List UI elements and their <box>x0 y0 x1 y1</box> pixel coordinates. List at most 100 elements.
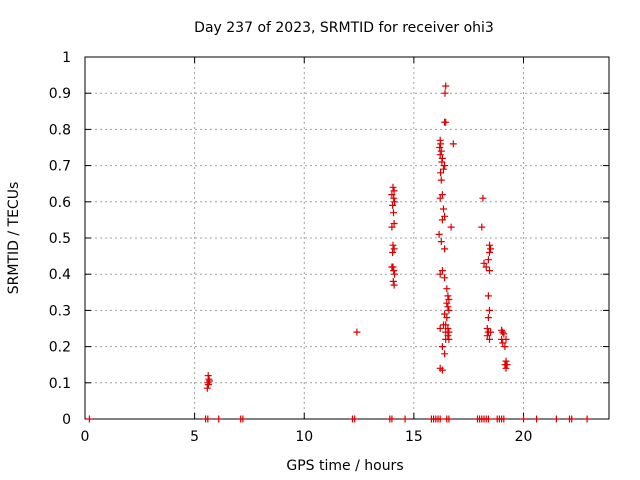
data-point <box>435 230 443 238</box>
data-point <box>445 296 453 303</box>
y-axis-label: SRMTID / TECUs <box>6 182 22 295</box>
x-tick-label: 15 <box>405 429 423 445</box>
data-point <box>389 263 397 271</box>
data-point <box>351 415 359 423</box>
data-point <box>442 328 450 336</box>
data-point <box>486 267 493 275</box>
data-point <box>203 384 211 392</box>
data-point <box>437 147 445 155</box>
data-points <box>85 82 591 423</box>
y-tick-label: 1 <box>62 50 71 66</box>
data-point <box>502 357 510 365</box>
data-point <box>438 158 446 166</box>
data-point <box>445 306 453 314</box>
data-point <box>388 415 396 423</box>
data-point <box>389 277 397 285</box>
data-point <box>85 415 93 423</box>
y-tick-label: 0.2 <box>49 340 71 356</box>
data-point <box>438 343 446 351</box>
data-point <box>436 151 444 159</box>
data-point <box>440 205 447 213</box>
data-point <box>484 314 492 322</box>
data-point <box>389 201 397 209</box>
data-point <box>568 415 576 423</box>
data-point <box>390 209 397 217</box>
data-point <box>437 169 445 177</box>
data-point <box>443 299 451 307</box>
data-point <box>390 245 398 253</box>
data-point <box>390 281 398 289</box>
data-point <box>391 198 399 206</box>
data-point <box>442 82 450 90</box>
data-point <box>484 256 492 264</box>
data-point <box>486 335 493 343</box>
data-point <box>436 325 444 332</box>
data-point <box>484 415 492 423</box>
data-point <box>215 415 223 423</box>
data-point <box>500 415 508 423</box>
y-tick-label: 0.6 <box>49 195 71 211</box>
data-point <box>440 321 447 329</box>
axis-ticks: 00.10.20.30.40.50.60.70.80.910 5 10 15 20 <box>49 50 609 445</box>
data-point <box>487 245 495 253</box>
data-point <box>390 267 398 275</box>
y-tick-label: 0.5 <box>49 231 71 247</box>
x-axis-label: GPS time / hours <box>286 458 403 474</box>
data-point <box>486 306 493 314</box>
data-point <box>388 223 396 231</box>
data-point <box>437 176 445 184</box>
data-point <box>441 310 449 318</box>
data-point <box>204 381 212 389</box>
data-point <box>441 245 449 253</box>
data-point <box>533 415 541 423</box>
data-point <box>204 372 212 380</box>
data-point <box>438 267 446 275</box>
data-point <box>437 238 445 246</box>
data-point <box>441 350 449 358</box>
data-point <box>442 335 450 343</box>
data-point <box>449 140 457 148</box>
y-tick-label: 0.4 <box>49 267 71 283</box>
data-point <box>480 259 488 267</box>
data-point <box>444 332 452 340</box>
data-point <box>436 270 444 278</box>
data-point <box>437 140 445 148</box>
data-point <box>389 183 397 191</box>
data-point <box>206 377 213 385</box>
data-point <box>441 118 449 126</box>
data-point <box>436 415 444 423</box>
data-point <box>239 415 247 423</box>
data-point <box>502 364 510 372</box>
y-tick-label: 0.9 <box>49 86 71 102</box>
data-point <box>444 325 452 332</box>
data-point <box>438 366 446 374</box>
data-point <box>443 314 451 322</box>
data-point <box>499 339 507 347</box>
y-tick-label: 0.8 <box>49 122 71 138</box>
data-point <box>390 220 398 227</box>
data-point <box>441 89 449 97</box>
data-point <box>390 194 398 202</box>
x-tick-label: 0 <box>81 429 90 445</box>
data-point <box>502 335 510 343</box>
x-tick-label: 5 <box>190 429 199 445</box>
data-point <box>438 191 446 199</box>
data-point <box>552 415 560 423</box>
data-point <box>484 292 492 300</box>
data-point <box>501 361 509 369</box>
x-tick-label: 20 <box>515 429 533 445</box>
data-point <box>583 415 591 423</box>
data-point <box>401 415 409 423</box>
data-point <box>353 328 361 336</box>
data-point <box>389 241 397 249</box>
data-point <box>443 285 451 293</box>
data-point <box>444 292 452 300</box>
data-point <box>486 241 493 249</box>
data-point <box>390 187 398 195</box>
data-point <box>436 194 444 202</box>
data-point <box>486 249 493 256</box>
data-point <box>389 249 397 256</box>
data-point <box>391 270 399 278</box>
data-point <box>499 328 507 336</box>
